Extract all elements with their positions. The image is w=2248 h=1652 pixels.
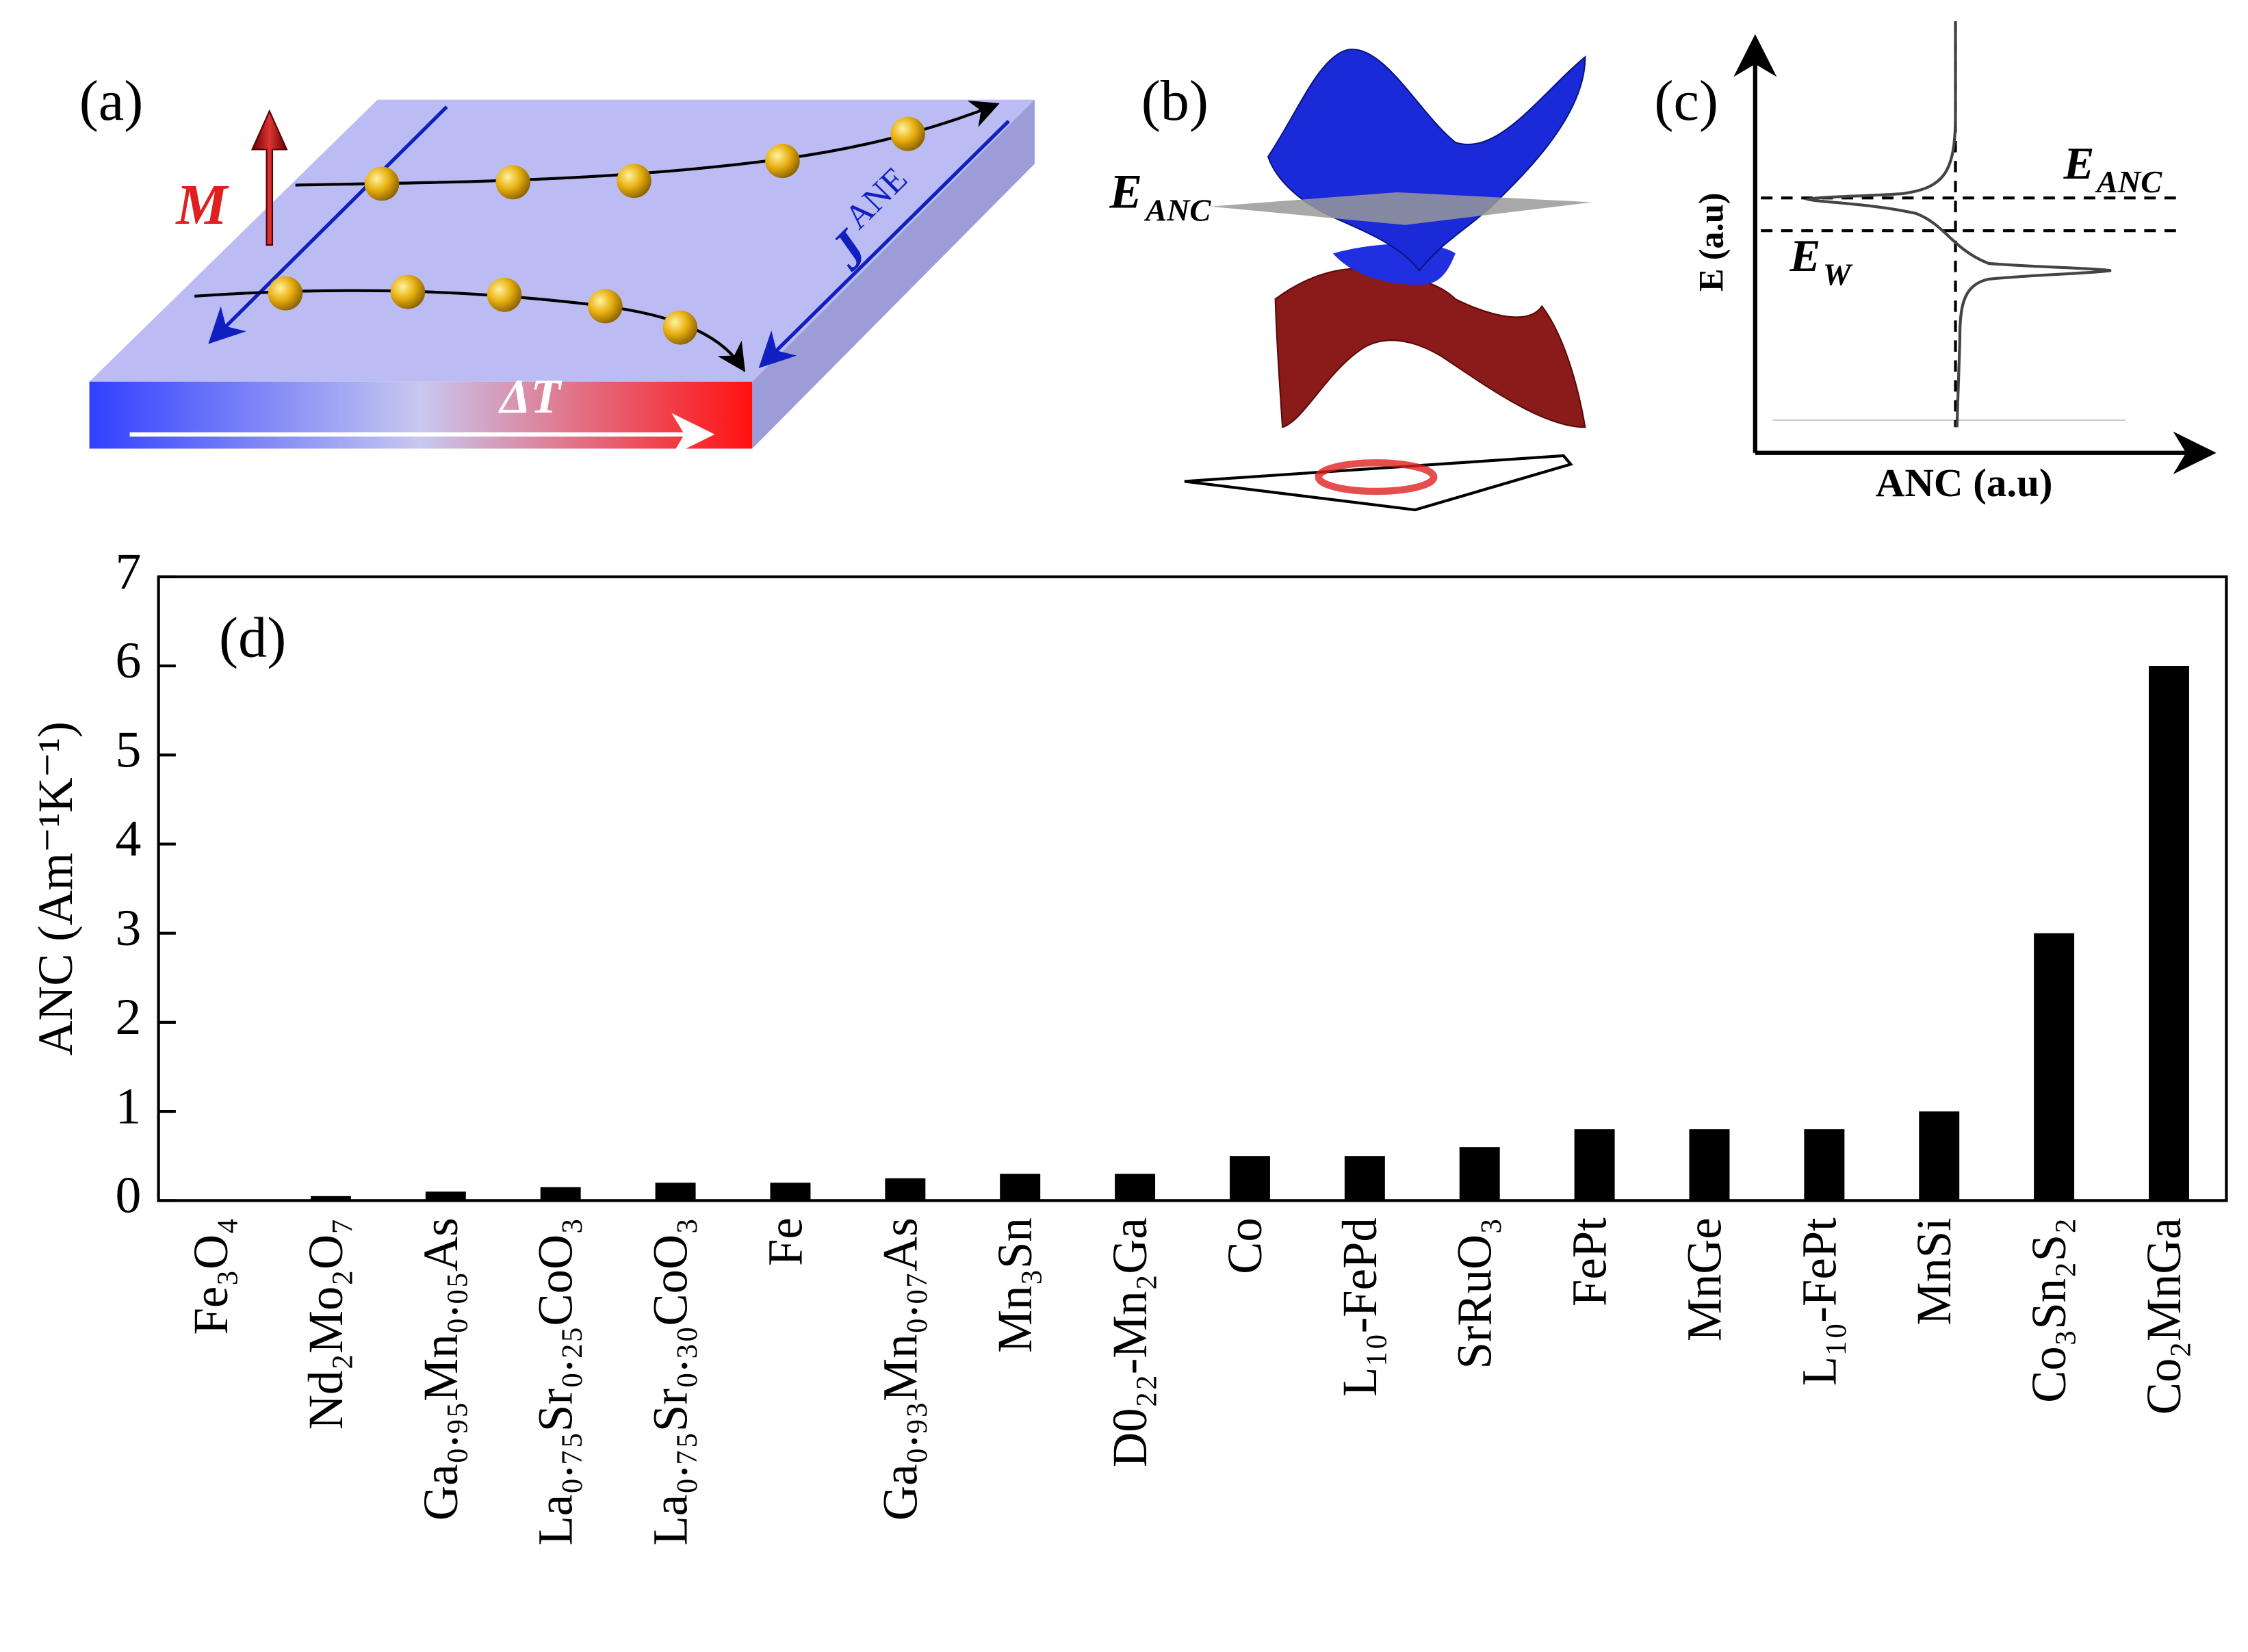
bar <box>885 1178 926 1201</box>
upper-band <box>1267 49 1586 272</box>
x-tick-label: MnSi <box>1908 1217 1961 1325</box>
e-w-symbol: E <box>1789 231 1820 281</box>
bar <box>540 1187 581 1201</box>
y-tick-label: 1 <box>115 1079 141 1135</box>
panel-label: (c) <box>1654 70 1718 133</box>
lower-band <box>1274 268 1586 428</box>
gradient-label: ΔT <box>498 370 563 424</box>
x-tick-label: Ga₀.₉₅Mn₀.₀₅As <box>414 1217 467 1521</box>
bar <box>1919 1111 1960 1201</box>
y-tick-label: 0 <box>115 1167 141 1224</box>
anc-curve <box>1803 21 2112 428</box>
transverse-arrow <box>208 105 448 344</box>
x-tick-label: L₁₀-FePd <box>1333 1217 1386 1397</box>
x-tick-label: SrRuO₃ <box>1448 1217 1501 1369</box>
x-tick-label: MnGe <box>1678 1217 1731 1341</box>
current-arrow <box>758 120 1010 369</box>
y-tick-label: 5 <box>115 722 141 779</box>
electrons <box>268 116 925 345</box>
panel-a: (a) M J ANE ΔT <box>79 70 1035 456</box>
energy-plane <box>1210 192 1592 225</box>
x-tick-label: La₀.₇₅Sr₀.₃₀CoO₃ <box>644 1217 697 1545</box>
panel-b: (b) E ANC <box>1109 49 1592 512</box>
bar <box>770 1183 811 1201</box>
y-axis-label: ANC (Am⁻¹K⁻¹) <box>29 721 83 1055</box>
x-tick-label: Nd₂Mo₂O₇ <box>300 1217 353 1430</box>
panel-label: (a) <box>79 70 143 133</box>
bar <box>2034 933 2075 1201</box>
x-tick-label: La₀.₇₅Sr₀.₂₅CoO₃ <box>529 1217 582 1545</box>
fermi-contour <box>1315 459 1438 495</box>
x-tick-label: Co <box>1219 1217 1272 1274</box>
bar <box>1689 1129 1730 1201</box>
y-tick-label: 6 <box>115 633 141 690</box>
bar <box>1115 1174 1156 1201</box>
bar <box>655 1183 696 1201</box>
bar <box>1459 1147 1500 1201</box>
bar <box>1804 1129 1845 1201</box>
x-tick-label: FePt <box>1563 1217 1616 1306</box>
bar-chart: (d) ANC (Am⁻¹K⁻¹) 0 1 2 3 4 5 6 7 Fe₃O₄ Nd₂Mo₂O₇ G… <box>29 543 2228 1545</box>
panel-label: (b) <box>1141 70 1209 133</box>
energy-subscript: ANC <box>1144 193 1212 228</box>
y-tick-label: 7 <box>115 543 141 600</box>
y-axis-label: E (a.u) <box>1692 193 1730 292</box>
x-tick-label: L₁₀-FePt <box>1793 1217 1846 1386</box>
bar <box>1574 1129 1615 1201</box>
plot-frame <box>157 575 2228 1202</box>
bar <box>310 1196 351 1201</box>
slab-top <box>89 99 1035 382</box>
panel-label: (d) <box>219 606 286 669</box>
bar <box>1000 1174 1041 1201</box>
magnetization-arrow <box>250 109 288 246</box>
x-tick-label: Ga₀.₉₃Mn₀.₀₇As <box>874 1217 927 1521</box>
y-tick-label: 3 <box>115 900 141 957</box>
trajectory <box>194 289 746 372</box>
e-w-subscript: W <box>1823 257 1853 292</box>
y-tick-label: 4 <box>115 811 141 868</box>
x-tick-label: Co₂MnGa <box>2138 1217 2191 1415</box>
bar <box>425 1191 466 1201</box>
bar <box>2148 666 2189 1201</box>
x-tick-label: D0₂₂-Mn₂Ga <box>1104 1217 1157 1467</box>
magnetization-label: M <box>175 174 229 237</box>
x-tick-label: Fe <box>759 1217 812 1266</box>
x-axis-label: ANC (a.u) <box>1876 461 2053 505</box>
x-tick-label: Mn₃Sn <box>989 1217 1042 1353</box>
slab-front <box>89 381 753 449</box>
e-anc-symbol: E <box>2063 138 2094 189</box>
e-anc-subscript: ANC <box>2095 164 2163 199</box>
bar <box>1229 1156 1270 1201</box>
y-tick-label: 2 <box>115 989 141 1046</box>
energy-symbol: E <box>1109 166 1142 219</box>
bar <box>1344 1156 1385 1201</box>
x-tick-label: Fe₃O₄ <box>185 1217 238 1334</box>
x-tick-label: Co₃Sn₂S₂ <box>2023 1217 2076 1403</box>
base-plane <box>1184 454 1573 512</box>
panel-c: (c) E (a.u) ANC (a.u) E ANC E W <box>1654 21 2217 505</box>
slab-side <box>752 99 1035 449</box>
